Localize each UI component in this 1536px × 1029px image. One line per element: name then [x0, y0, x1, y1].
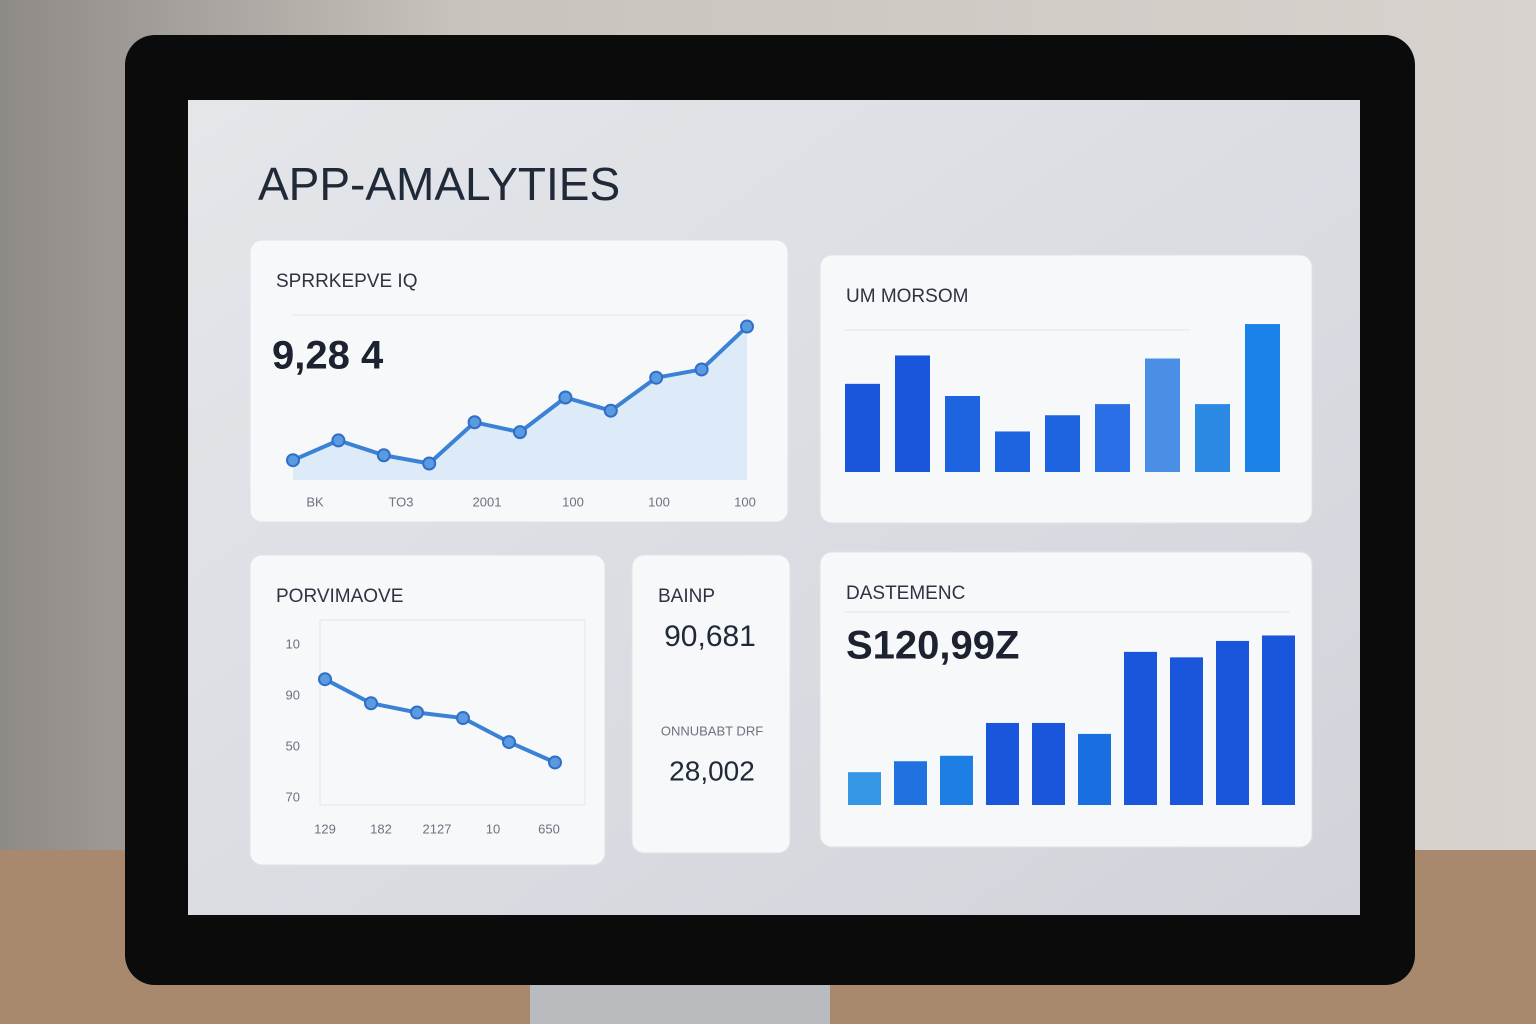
card-title: UM MORSOM — [846, 286, 968, 307]
point — [548, 755, 562, 770]
bar — [1216, 640, 1249, 805]
area — [293, 326, 747, 480]
x-label: 2127 — [423, 821, 452, 836]
point — [376, 448, 391, 463]
bar — [945, 396, 980, 472]
y-label: 90 — [286, 687, 300, 702]
x-label: 100 — [562, 494, 584, 509]
x-label: TO3 — [388, 494, 413, 509]
bar — [1032, 722, 1065, 805]
bar — [894, 761, 927, 805]
point — [694, 362, 709, 377]
x-label: 10 — [486, 821, 500, 836]
x-label: 2001 — [473, 494, 502, 509]
x-label: 100 — [648, 494, 670, 509]
card — [249, 554, 606, 866]
point — [456, 711, 470, 726]
bar — [895, 355, 930, 472]
x-label: 650 — [538, 821, 560, 836]
bar — [1124, 651, 1157, 805]
x-label: 129 — [314, 821, 336, 836]
card-title: SPRRKEPVE IQ — [276, 271, 418, 292]
point — [286, 453, 300, 468]
kpi-value: S120,99Z — [846, 624, 1019, 668]
kpi-value: 90,681 — [664, 620, 756, 653]
bar — [1245, 324, 1280, 472]
line — [324, 677, 556, 765]
bar — [1195, 404, 1230, 472]
point — [422, 456, 437, 471]
point — [513, 425, 527, 440]
bar — [1095, 404, 1130, 472]
x-label: BK — [306, 494, 324, 509]
bar — [1170, 657, 1203, 805]
kpi-value: 9,28 4 — [272, 334, 384, 378]
bar — [848, 772, 881, 805]
card — [819, 254, 1313, 524]
card-title: BAINP — [658, 586, 715, 607]
bar — [1045, 415, 1080, 472]
app-title: APP-AMALYTIES — [258, 158, 620, 210]
bar — [1078, 733, 1111, 805]
x-label: 182 — [370, 821, 392, 836]
card-title: PORVIMAOVE — [276, 586, 403, 607]
kpi-label: ONNUBABT DRF — [661, 723, 763, 738]
point — [364, 696, 378, 711]
y-label: 50 — [286, 738, 300, 753]
point — [318, 672, 332, 687]
point — [502, 735, 516, 750]
y-label: 70 — [286, 789, 300, 804]
point — [331, 433, 346, 448]
point — [649, 370, 664, 385]
point — [558, 390, 573, 405]
point — [740, 319, 754, 334]
kpi-value: 28,002 — [669, 755, 755, 786]
bar — [845, 383, 880, 472]
bar — [940, 755, 973, 805]
y-label: 10 — [286, 636, 300, 651]
bar — [995, 431, 1030, 472]
bar — [1262, 635, 1295, 805]
point — [467, 415, 482, 430]
point — [603, 403, 618, 418]
card-title: DASTEMENC — [846, 583, 965, 604]
card — [631, 554, 791, 854]
bar — [986, 722, 1019, 805]
point — [410, 705, 424, 720]
x-label: 100 — [734, 494, 756, 509]
bar — [1145, 358, 1180, 472]
